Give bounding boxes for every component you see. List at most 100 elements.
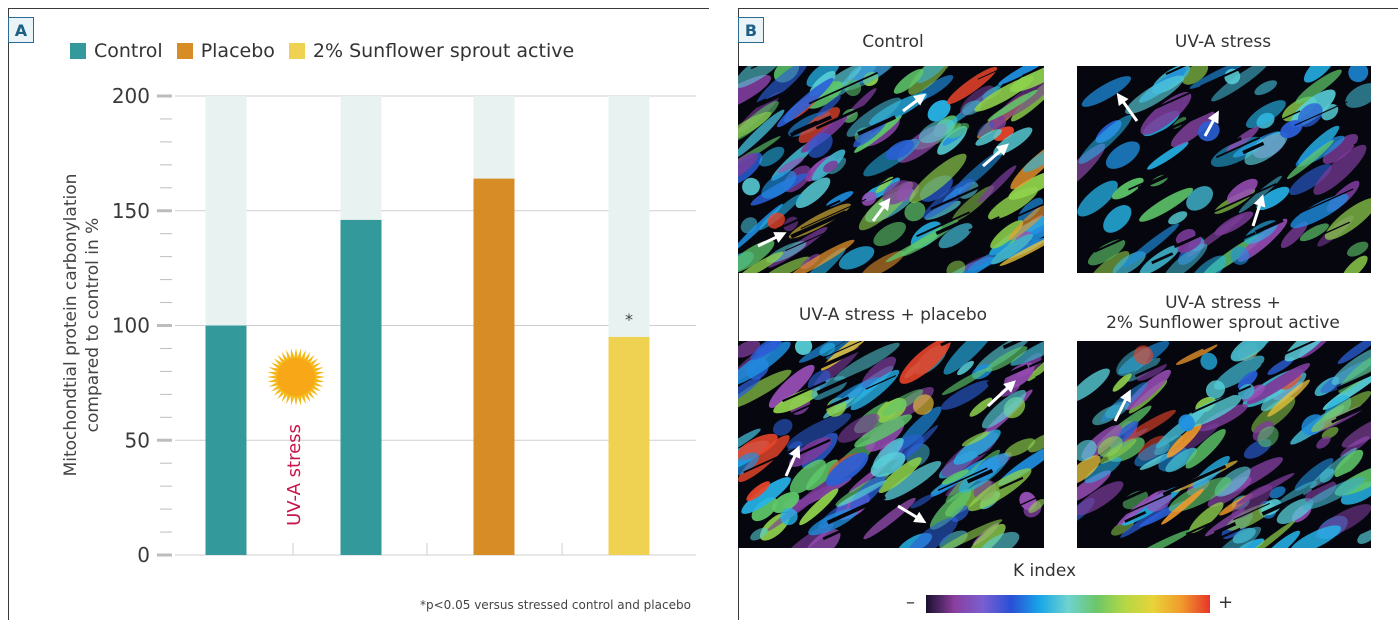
- dark-streak: [789, 115, 832, 137]
- dark-streak: [1331, 403, 1371, 424]
- tissue-blob: [1331, 346, 1371, 385]
- tissue-blob: [941, 469, 969, 485]
- tissue-blob: [844, 79, 862, 97]
- tissue-blob: [1185, 429, 1226, 469]
- tissue-blob: [1137, 363, 1167, 381]
- dark-streak: [1190, 369, 1215, 382]
- tissue-blob: [870, 452, 906, 477]
- panel-a-badge: A: [8, 17, 34, 43]
- y-tick-label: 200: [112, 84, 150, 108]
- dark-streak: [815, 341, 883, 371]
- tissue-blob: [1081, 76, 1132, 107]
- tissue-blob: [998, 66, 1044, 85]
- arrow-icon: [982, 143, 1009, 168]
- legend-label-placebo: Placebo: [200, 40, 275, 62]
- tissue-blob: [773, 387, 822, 414]
- tissue-blob: [947, 122, 970, 139]
- tissue-blob: [1200, 352, 1218, 370]
- tissue-blob: [1154, 435, 1183, 456]
- tissue-blob: [1140, 92, 1192, 135]
- tissue-blob: [1321, 426, 1339, 440]
- tissue-blob: [806, 81, 844, 109]
- arrow-head: [1116, 92, 1129, 106]
- tissue-blob: [1078, 114, 1132, 164]
- tissue-blob: [1238, 383, 1255, 400]
- dark-streak: [808, 396, 850, 417]
- tissue-blob: [1257, 426, 1279, 448]
- sun-icon: [267, 348, 325, 406]
- tissue-blob: [1269, 486, 1286, 499]
- bar: [473, 178, 515, 555]
- dark-streak: [784, 232, 825, 252]
- tissue-blob: [1337, 341, 1371, 364]
- tissue-blob: [786, 413, 852, 449]
- tissue-blob: [1254, 80, 1278, 96]
- tissue-blob: [1345, 83, 1371, 108]
- legend-swatch-sunflower: [288, 43, 305, 59]
- tissue-blob: [885, 139, 914, 160]
- tissue-blob: [1294, 458, 1334, 491]
- tissue-blob: [1168, 211, 1188, 225]
- tissue-blob: [761, 170, 797, 199]
- dark-streak: [1274, 110, 1301, 124]
- tissue-blob: [746, 481, 770, 501]
- tissue-blob: [776, 77, 834, 128]
- tissue-blob: [987, 89, 1038, 122]
- dark-streak: [1215, 172, 1239, 186]
- dark-streak: [1231, 252, 1275, 273]
- dark-streak: [816, 368, 869, 395]
- tissue-blob: [738, 74, 772, 113]
- tissue-blob: [913, 394, 934, 415]
- tissue-blob: [1163, 243, 1208, 273]
- arrow-head: [1207, 110, 1219, 124]
- tissue-blob: [777, 157, 804, 173]
- dark-streak: [1092, 480, 1164, 516]
- microscopy-image-uva-sunflower: [1077, 341, 1371, 548]
- tissue-blob: [1230, 246, 1250, 265]
- tissue-blob: [1284, 341, 1329, 362]
- tissue-blob: [838, 246, 875, 270]
- tissue-blob: [1210, 136, 1264, 167]
- tissue-blob: [1004, 438, 1036, 457]
- bar: [340, 219, 382, 555]
- panel-b-frame: [738, 8, 1398, 620]
- tissue-blob: [1232, 527, 1256, 544]
- tissue-blob: [1303, 66, 1337, 83]
- tissue-blob: [738, 376, 761, 407]
- tissue-blob: [988, 186, 1039, 220]
- image-title-uva-sunflower: UV-A stress + 2% Sunflower sprout active: [1075, 293, 1371, 333]
- tissue-blob: [1181, 66, 1209, 85]
- arrow-head: [878, 197, 891, 211]
- arrow-icon: [902, 93, 927, 113]
- dark-streak: [824, 341, 863, 358]
- dark-streak: [1107, 492, 1172, 523]
- arrow-head: [789, 445, 801, 459]
- dark-streak: [1018, 144, 1044, 160]
- tissue-blob: [977, 165, 1017, 204]
- dark-streak: [1254, 218, 1284, 234]
- image-title-control-line1: Control: [862, 32, 924, 52]
- tissue-blob: [738, 239, 775, 273]
- legend-label-sunflower: 2% Sunflower sprout active: [312, 40, 575, 62]
- tissue-blob: [1235, 538, 1265, 548]
- image-title-control: Control: [738, 32, 1048, 52]
- panel-b-badge: B: [738, 17, 764, 43]
- arrow-icon: [1251, 194, 1266, 227]
- tissue-blob: [799, 488, 839, 526]
- arrow-icon: [1203, 110, 1219, 137]
- tissue-blob: [738, 341, 791, 386]
- tissue-blob: [780, 508, 798, 526]
- tissue-blob: [905, 517, 959, 548]
- tissue-blob: [1022, 144, 1044, 173]
- tissue-blob: [916, 66, 953, 84]
- tissue-blob: [883, 461, 942, 501]
- dark-streak: [1185, 520, 1214, 536]
- tissue-blob: [834, 342, 900, 381]
- dark-streak: [1307, 507, 1339, 523]
- tissue-blob: [929, 488, 972, 530]
- tissue-blob: [750, 527, 768, 541]
- tissue-blob: [1133, 345, 1154, 365]
- tissue-blob: [1357, 527, 1371, 544]
- dark-streak: [977, 426, 1044, 457]
- tissue-blob: [1139, 187, 1194, 222]
